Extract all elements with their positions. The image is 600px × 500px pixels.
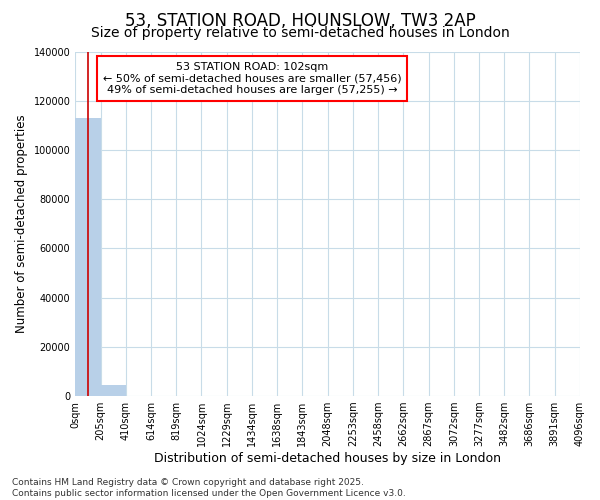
Text: 53 STATION ROAD: 102sqm
← 50% of semi-detached houses are smaller (57,456)
49% o: 53 STATION ROAD: 102sqm ← 50% of semi-de… <box>103 62 401 95</box>
Text: 53, STATION ROAD, HOUNSLOW, TW3 2AP: 53, STATION ROAD, HOUNSLOW, TW3 2AP <box>125 12 475 30</box>
X-axis label: Distribution of semi-detached houses by size in London: Distribution of semi-detached houses by … <box>154 452 501 465</box>
Bar <box>101 385 126 396</box>
Y-axis label: Number of semi-detached properties: Number of semi-detached properties <box>15 114 28 333</box>
Bar <box>75 118 101 396</box>
Text: Size of property relative to semi-detached houses in London: Size of property relative to semi-detach… <box>91 26 509 40</box>
Text: Contains HM Land Registry data © Crown copyright and database right 2025.
Contai: Contains HM Land Registry data © Crown c… <box>12 478 406 498</box>
